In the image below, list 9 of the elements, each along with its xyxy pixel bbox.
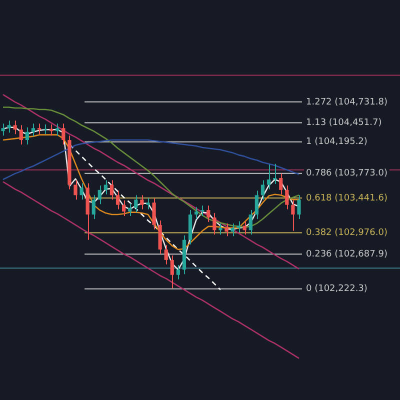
ref-line-label: 0.236 (102,687.9) — [306, 250, 388, 260]
ref-line-label: 1 (104,195.2) — [306, 137, 368, 148]
candlestick — [146, 198, 150, 210]
ref-line-label: 0.786 (103,773.0) — [306, 168, 388, 179]
ref-line-label: 0.618 (103,441.6) — [306, 193, 388, 204]
ref-line-label: 1.272 (104,731.8) — [306, 97, 388, 108]
ref-line-label: 0.382 (102,976.0) — [306, 228, 388, 238]
ref-line-label: 0 (102,222.3) — [306, 284, 368, 294]
ref-line-label: 1.13 (104,451.7) — [306, 118, 382, 128]
